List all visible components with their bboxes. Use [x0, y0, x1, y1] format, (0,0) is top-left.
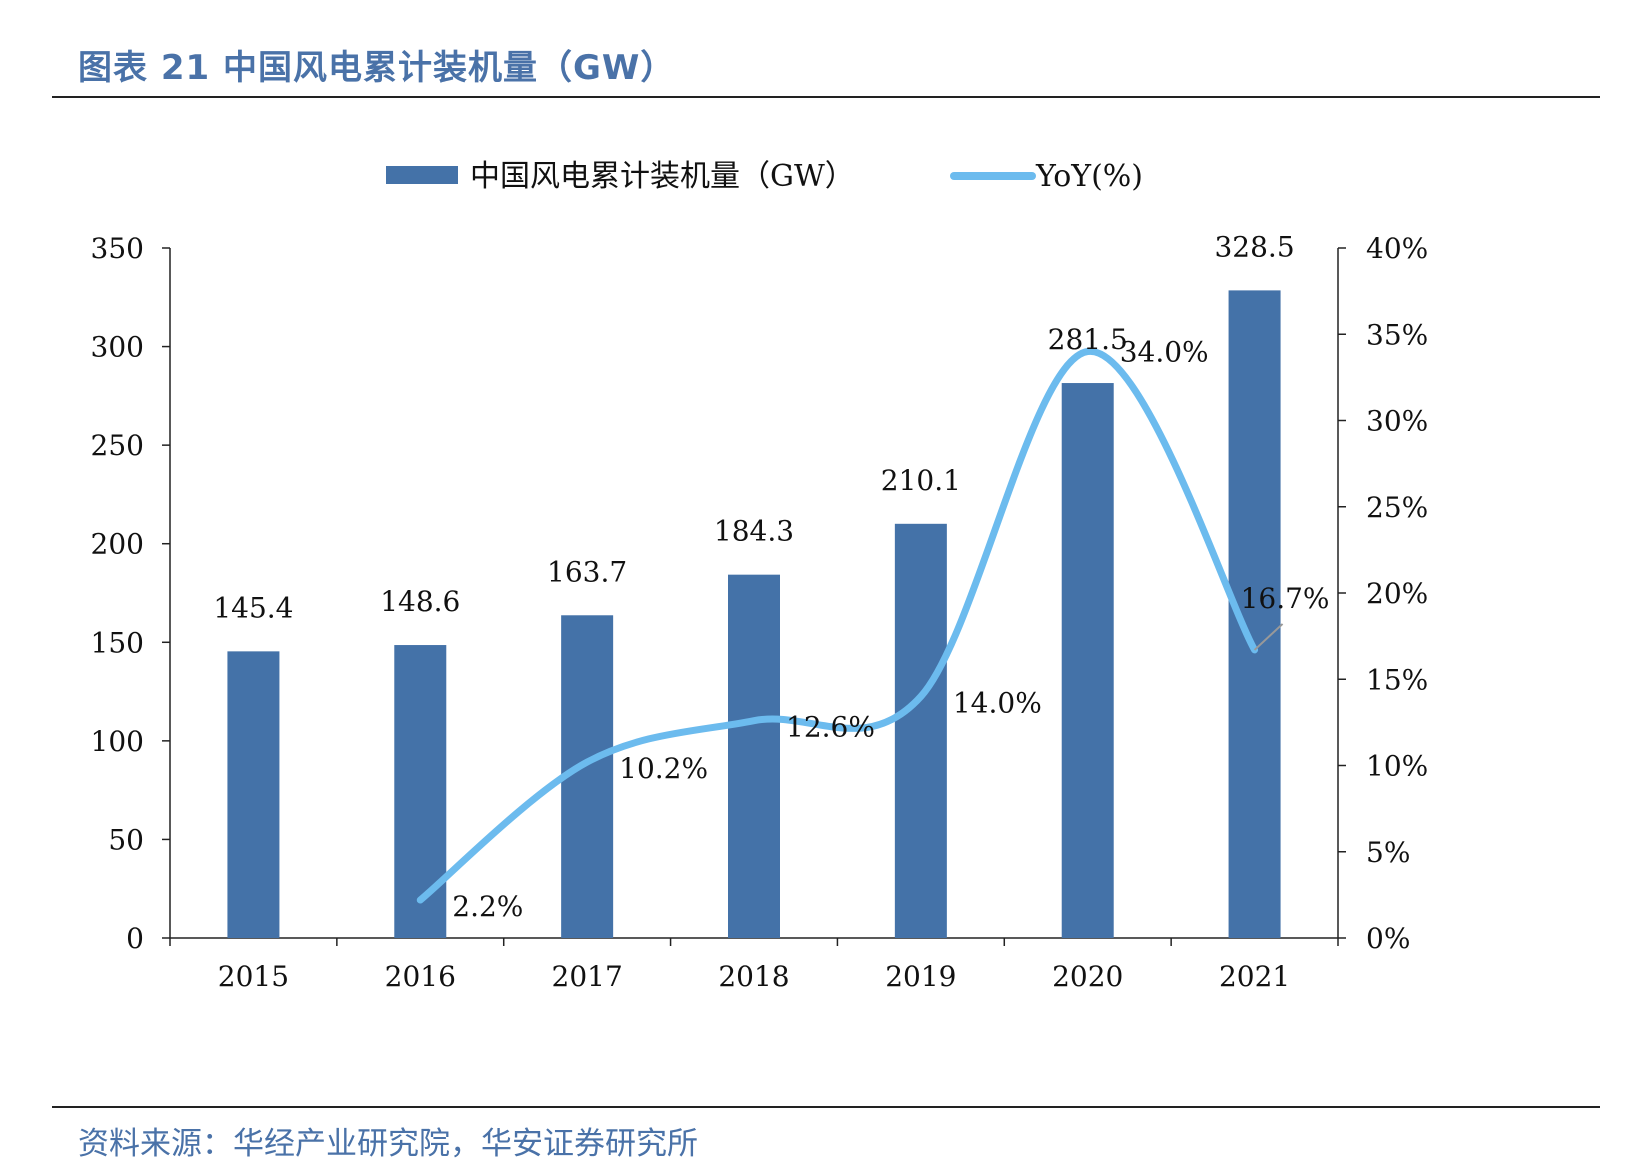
yoy-value-label: 14.0% — [953, 687, 1042, 720]
yoy-value-label: 10.2% — [619, 752, 708, 785]
y-right-tick-label: 40% — [1366, 232, 1428, 265]
data-labels: 145.4 148.6 163.7 184.3 210.1 281.5 328.5 2.2% 1… — [213, 230, 1329, 923]
yoy-value-label: 34.0% — [1120, 336, 1209, 369]
yoy-value-label: 12.6% — [786, 711, 875, 744]
yoy-leader-line — [1253, 623, 1284, 651]
bar-value-label: 184.3 — [714, 515, 794, 548]
x-tick-label: 2015 — [218, 960, 289, 993]
bar-value-label: 145.4 — [213, 591, 293, 624]
y-right-tick-label: 5% — [1366, 836, 1410, 869]
line-series — [416, 347, 1259, 904]
source-note: 资料来源：华经产业研究院，华安证券研究所 — [78, 1126, 698, 1162]
title-rule — [52, 96, 1600, 98]
y-right-tick-label: 35% — [1366, 318, 1428, 351]
bar-value-label: 148.6 — [380, 585, 460, 618]
y-left-tick-label: 50 — [108, 823, 144, 856]
y-left-tick-label: 300 — [91, 331, 144, 364]
bar — [894, 523, 947, 938]
x-tick-label: 2016 — [385, 960, 456, 993]
y-right-tick-label: 10% — [1366, 750, 1428, 783]
bar-value-label: 281.5 — [1048, 323, 1128, 356]
y-right-tick-label: 30% — [1366, 405, 1428, 438]
legend-label-installed: 中国风电累计装机量（GW） — [470, 159, 855, 194]
bar — [227, 651, 280, 938]
x-tick-label: 2018 — [718, 960, 789, 993]
bar — [728, 574, 780, 938]
bar-series — [227, 290, 1281, 938]
y-right-tick-label: 0% — [1366, 922, 1410, 955]
y-left-tick-label: 200 — [91, 528, 144, 561]
bar-value-label: 210.1 — [881, 464, 961, 497]
yoy-value-label: 16.7% — [1241, 582, 1330, 615]
x-tick-label: 2020 — [1052, 960, 1123, 993]
yoy-line — [416, 347, 1259, 904]
yoy-value-label: 2.2% — [452, 890, 523, 923]
axes: 0 50 100 150 200 250 300 350 0% 5% 10% 15% 20% 25% 30%… — [91, 232, 1429, 993]
y-right-tick-label: 20% — [1366, 577, 1428, 610]
bar-value-label: 328.5 — [1214, 230, 1294, 263]
bar — [1061, 383, 1114, 938]
y-left-tick-label: 350 — [91, 232, 144, 265]
y-right-tick-label: 15% — [1366, 663, 1428, 696]
y-left-tick-label: 100 — [91, 725, 144, 758]
bar — [394, 645, 447, 938]
legend: 中国风电累计装机量（GW） YoY(%) — [386, 159, 1143, 194]
x-tick-label: 2019 — [885, 960, 956, 993]
y-left-tick-label: 0 — [126, 922, 144, 955]
legend-swatch-installed — [386, 166, 458, 184]
y-left-tick-label: 250 — [91, 429, 144, 462]
legend-label-yoy: YoY(%) — [1035, 159, 1143, 194]
footer-rule — [52, 1106, 1600, 1108]
chart: 中国风电累计装机量（GW） YoY(%) 0 50 100 150 200 250 300 35… — [91, 159, 1429, 993]
figure-title: 图表 21 中国风电累计装机量（GW） — [78, 48, 676, 88]
y-left-tick-label: 150 — [91, 626, 144, 659]
x-tick-label: 2017 — [552, 960, 623, 993]
x-tick-label: 2021 — [1219, 960, 1290, 993]
y-right-tick-label: 25% — [1366, 491, 1428, 524]
bar-value-label: 163.7 — [547, 555, 627, 588]
